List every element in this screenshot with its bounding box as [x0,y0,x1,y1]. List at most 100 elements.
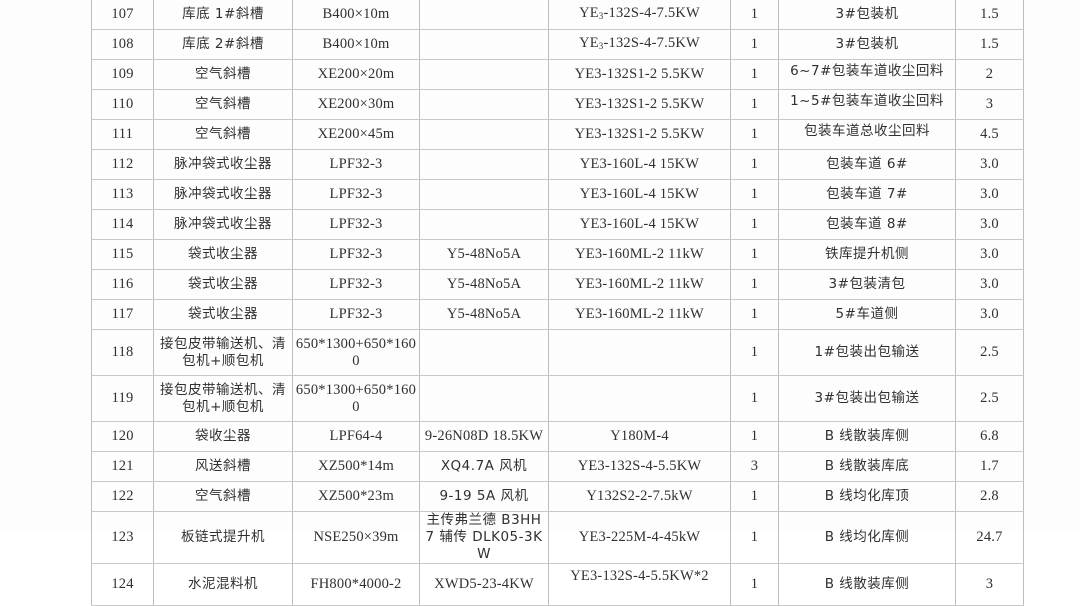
table-row: 113 脉冲袋式收尘器 LPF32-3 YE3-160L-4 15KW 1 包装车道 7#… [91,179,1024,210]
cell-motor: YE3-225M-4-45kW [548,511,731,564]
cell-motor: YE3-160L-4 15KW [548,149,731,180]
cell-power: 3 [955,563,1024,606]
cell-location: 包装车道总收尘回料 [778,119,956,150]
cell-location: B 线散装库底 [778,451,956,482]
table-row: 107 库底 1#斜槽 B400×10m YE3-132S-4-7.5KW 1 3#包装机… [91,0,1024,30]
cell-power: 2.5 [955,375,1024,422]
cell-location: 1~5#包装车道收尘回料 [778,89,956,120]
cell-specification: LPF32-3 [292,209,420,240]
cell-motor [548,375,731,422]
cell-motor: YE3-160ML-2 11kW [548,299,731,330]
cell-quantity: 1 [730,209,779,240]
scanned-page: 107 库底 1#斜槽 B400×10m YE3-132S-4-7.5KW 1 3#包装机… [91,0,1024,606]
cell-power: 1.5 [955,0,1024,30]
table-row: 118 接包皮带输送机、清包机+顺包机 650*1300+650*1600 1 1#包装… [91,329,1024,376]
cell-motor: YE3-132S1-2 5.5KW [548,119,731,150]
cell-location: 6~7#包装车道收尘回料 [778,59,956,90]
cell-motor: YE3-160ML-2 11kW [548,239,731,270]
cell-quantity: 1 [730,563,779,606]
cell-specification: XE200×45m [292,119,420,150]
cell-motor: YE3-132S-4-5.5KW*2 [548,563,731,606]
cell-fan [419,119,549,150]
cell-serial-number: 121 [91,451,154,482]
cell-location: 1#包装出包输送 [778,329,956,376]
table-row: 111 空气斜槽 XE200×45m YE3-132S1-2 5.5KW 1 包装车道总收… [91,119,1024,150]
cell-equipment-name: 库底 1#斜槽 [153,0,293,30]
cell-equipment-name: 袋收尘器 [153,421,293,452]
cell-power: 3.0 [955,179,1024,210]
table-body: 107 库底 1#斜槽 B400×10m YE3-132S-4-7.5KW 1 3#包装机… [91,0,1024,606]
cell-quantity: 1 [730,239,779,270]
cell-location: B 线均化库顶 [778,481,956,512]
cell-power: 2 [955,59,1024,90]
cell-quantity: 1 [730,89,779,120]
cell-equipment-name: 空气斜槽 [153,481,293,512]
cell-motor: YE3-132S-4-7.5KW [548,0,731,30]
table-row: 110 空气斜槽 XE200×30m YE3-132S1-2 5.5KW 1 1~5#包装… [91,89,1024,120]
cell-quantity: 1 [730,421,779,452]
cell-quantity: 1 [730,299,779,330]
cell-quantity: 1 [730,481,779,512]
cell-motor: YE3-132S1-2 5.5KW [548,89,731,120]
cell-fan: XWD5-23-4KW [419,563,549,606]
cell-serial-number: 111 [91,119,154,150]
cell-equipment-name: 接包皮带输送机、清包机+顺包机 [153,329,293,376]
cell-serial-number: 116 [91,269,154,300]
cell-serial-number: 122 [91,481,154,512]
cell-specification: LPF32-3 [292,179,420,210]
cell-power: 3.0 [955,209,1024,240]
cell-motor: YE3-132S-4-5.5KW [548,451,731,482]
cell-serial-number: 123 [91,511,154,564]
cell-motor: YE3-160ML-2 11kW [548,269,731,300]
cell-serial-number: 124 [91,563,154,606]
table-row: 117 袋式收尘器 LPF32-3 Y5-48No5A YE3-160ML-2 11kW… [91,299,1024,330]
cell-location: 3#包装出包输送 [778,375,956,422]
cell-location: B 线散装库侧 [778,421,956,452]
cell-serial-number: 118 [91,329,154,376]
cell-serial-number: 120 [91,421,154,452]
cell-quantity: 1 [730,329,779,376]
table-row: 109 空气斜槽 XE200×20m YE3-132S1-2 5.5KW 1 6~7#包装… [91,59,1024,90]
cell-specification: B400×10m [292,29,420,60]
cell-location: 3#包装机 [778,0,956,30]
cell-serial-number: 107 [91,0,154,30]
cell-serial-number: 114 [91,209,154,240]
cell-power: 6.8 [955,421,1024,452]
table-row: 124 水泥混料机 FH800*4000-2 XWD5-23-4KW YE3-132S-… [91,563,1024,606]
cell-equipment-name: 空气斜槽 [153,59,293,90]
cell-serial-number: 109 [91,59,154,90]
cell-power: 3.0 [955,149,1024,180]
cell-equipment-name: 板链式提升机 [153,511,293,564]
cell-specification: 650*1300+650*1600 [292,329,420,376]
table-row: 112 脉冲袋式收尘器 LPF32-3 YE3-160L-4 15KW 1 包装车道 6#… [91,149,1024,180]
cell-fan [419,375,549,422]
cell-fan [419,179,549,210]
cell-equipment-name: 水泥混料机 [153,563,293,606]
cell-fan: Y5-48No5A [419,269,549,300]
cell-location: 3#包装机 [778,29,956,60]
cell-equipment-name: 库底 2#斜槽 [153,29,293,60]
cell-equipment-name: 脉冲袋式收尘器 [153,149,293,180]
cell-power: 24.7 [955,511,1024,564]
cell-fan [419,59,549,90]
cell-power: 3.0 [955,239,1024,270]
cell-fan [419,209,549,240]
cell-power: 3 [955,89,1024,120]
cell-fan [419,329,549,376]
cell-power: 3.0 [955,299,1024,330]
table-row: 120 袋收尘器 LPF64-4 9-26N08D 18.5KW Y180M-4 1 B 线… [91,421,1024,452]
cell-equipment-name: 风送斜槽 [153,451,293,482]
cell-equipment-name: 脉冲袋式收尘器 [153,209,293,240]
cell-quantity: 3 [730,451,779,482]
cell-location: 包装车道 8# [778,209,956,240]
cell-fan: Y5-48No5A [419,239,549,270]
cell-fan: 9-26N08D 18.5KW [419,421,549,452]
cell-equipment-name: 袋式收尘器 [153,269,293,300]
cell-equipment-name: 袋式收尘器 [153,299,293,330]
cell-specification: XE200×30m [292,89,420,120]
cell-location: 包装车道 6# [778,149,956,180]
cell-specification: LPF64-4 [292,421,420,452]
cell-location: 铁库提升机侧 [778,239,956,270]
cell-quantity: 1 [730,59,779,90]
table-row: 115 袋式收尘器 LPF32-3 Y5-48No5A YE3-160ML-2 11kW… [91,239,1024,270]
